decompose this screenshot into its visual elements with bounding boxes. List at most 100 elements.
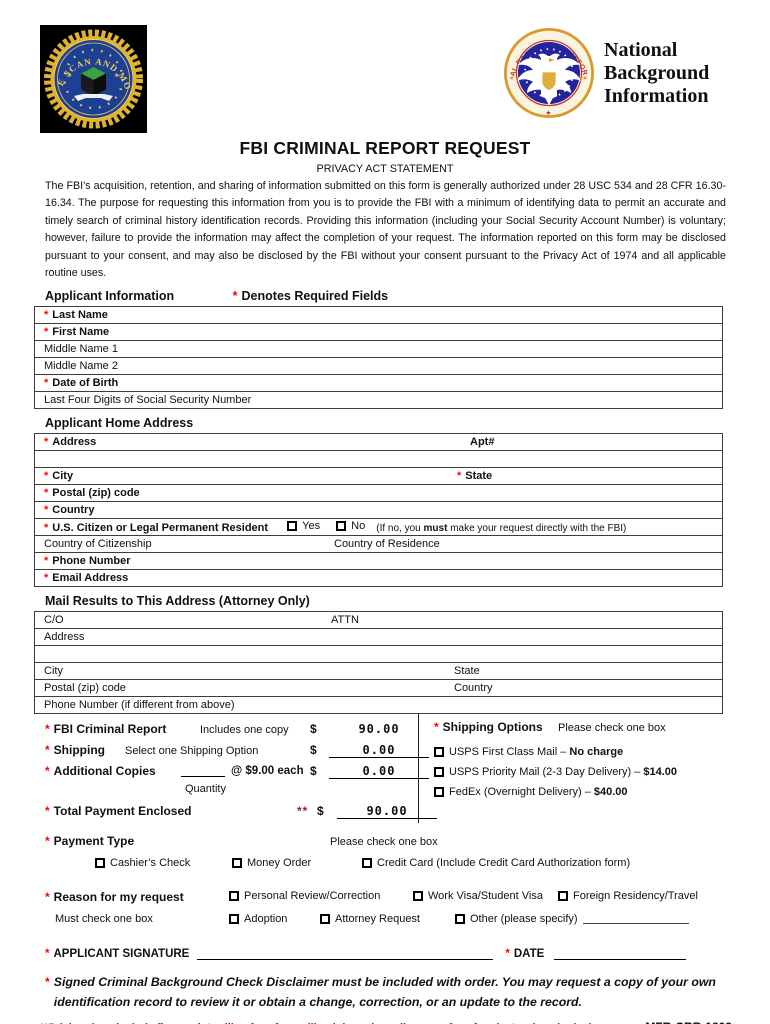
fee-note: Select one Shipping Option [125,745,259,758]
checkbox-label-no: No [351,520,366,533]
checkbox-fedex[interactable] [434,787,444,798]
required-asterisk: * [232,289,238,304]
payment-type-heading: * Payment Type Please check one box [45,834,770,854]
field-mail-city[interactable]: City State [34,662,723,681]
nbi-seal-icon: NATIONAL BACKGROUND INFORMATION ★ ★ ★ [503,27,594,118]
required-asterisk: * [505,948,510,961]
section-title: Mail Results to This Address (Attorney O… [45,594,310,609]
field-address-line-2[interactable] [34,450,723,469]
checkbox-citizen-no[interactable] [336,521,347,532]
checkbox-usps-first-class[interactable] [434,747,444,758]
star-icon: ★ [114,72,119,79]
form-code: MFR-CRR-1809 [645,1020,732,1024]
field-label: First Name [52,326,110,339]
payment-type-options: Cashier’s Check Money Order Credit Card … [45,854,770,877]
option-label: Work Visa/Student Visa [428,890,543,903]
currency-sign: $ [310,764,317,779]
checkbox-work-visa[interactable] [413,891,423,902]
signature-line-field[interactable] [197,947,494,961]
checkbox-credit-card[interactable] [362,858,372,869]
field-country-of-citizenship[interactable]: Country of Citizenship Country of Reside… [34,535,723,554]
field-label: City [52,470,74,483]
reason-row-1: * Reason for my request Personal Review/C… [45,887,770,910]
fee-amount-field[interactable]: 90.00 [337,804,437,820]
section-title: Applicant Information [45,289,175,304]
checkbox-attorney-request[interactable] [320,914,330,925]
payment-type-block: * Payment Type Please check one box Cashi… [45,834,770,877]
field-mail-address-2[interactable] [34,645,723,664]
field-ssn-last-four[interactable]: Last Four Digits of Social Security Numb… [34,391,723,410]
option-price: $40.00 [593,786,628,799]
other-specify-field[interactable] [582,914,689,925]
field-country[interactable]: * Country [34,501,723,520]
field-label: City [44,665,63,678]
checkbox-personal-review[interactable] [229,891,239,902]
field-label: Country of Citizenship [44,538,152,551]
field-mail-phone[interactable]: Phone Number (if different from above) [34,696,723,715]
checkbox-citizen-yes[interactable] [287,521,298,532]
required-asterisk: * [457,470,462,483]
field-middle-name-1[interactable]: Middle Name 1 [34,340,723,359]
required-asterisk: * [44,326,49,339]
star-icon: ★ [582,74,588,82]
field-city[interactable]: * City * State [34,467,723,486]
required-asterisk: * [434,720,439,735]
field-label: Date of Birth [52,377,119,390]
disclaimer: * Signed Criminal Background Check Discl… [45,973,725,1012]
option-label: Other (please specify) [470,913,578,926]
field-postal-code[interactable]: * Postal (zip) code [34,484,723,503]
field-middle-name-2[interactable]: Middle Name 2 [34,357,723,376]
option-label: USPS First Class Mail – [449,746,570,759]
shipping-option-first-class: USPS First Class Mail – No charge [434,742,723,762]
field-label: C/O [44,614,64,627]
shipping-options-heading: * Shipping Options Please check one box [434,720,723,742]
required-asterisk: * [44,555,49,568]
field-label: Address [52,436,97,449]
quantity-blank-field[interactable] [181,766,225,778]
date-label: DATE [513,948,545,961]
fee-amount-field[interactable]: 0.00 [329,764,429,780]
field-address[interactable]: * Address Apt# [34,433,723,452]
date-line-field[interactable] [554,947,687,961]
field-label-country: Country [454,682,493,695]
fee-label: Total Payment Enclosed [53,804,192,819]
option-label: Credit Card (Include Credit Card Authori… [377,857,631,870]
required-asterisk: * [44,572,49,585]
checkbox-usps-priority[interactable] [434,767,444,778]
field-label: Postal (zip) code [52,487,140,500]
field-mail-address[interactable]: Address [34,628,723,647]
field-first-name[interactable]: * First Name [34,323,723,342]
star-icon: ★ [509,74,515,82]
required-asterisk: * [45,764,50,779]
checkbox-other[interactable] [455,914,465,925]
option-label: Adoption [244,913,288,926]
signature-row: * APPLICANT SIGNATURE * DATE [45,947,770,961]
fbi-seal-logo: LIVE SCAN AND MORE ★ ★ [36,17,147,133]
fee-amount-field[interactable]: 0.00 [329,743,429,759]
checkbox-foreign-residency[interactable] [558,891,568,902]
option-label: Personal Review/Correction [244,890,381,903]
field-last-name[interactable]: * Last Name [34,306,723,325]
required-asterisk: * [45,948,50,961]
shield-icon [541,71,557,91]
scanner-cube-left [81,73,94,96]
currency-sign: $ [310,743,317,758]
home-address-heading: Applicant Home Address [45,416,770,430]
required-asterisk: * [44,436,49,449]
currency-sign: $ [317,804,324,819]
required-asterisk: * [44,487,49,500]
checkbox-adoption[interactable] [229,914,239,925]
section-title: Applicant Home Address [45,416,194,431]
field-mail-postal[interactable]: Postal (zip) code Country [34,679,723,698]
fee-row-total: * Total Payment Enclosed ** $ 90.00 [45,802,437,823]
checkbox-cashiers-check[interactable] [95,858,105,869]
page-title: FBI CRIMINAL REPORT REQUEST [239,138,531,158]
field-date-of-birth[interactable]: * Date of Birth [34,374,723,393]
field-co[interactable]: C/O ATTN [34,611,723,630]
scanner-cube-right [93,73,106,96]
field-email[interactable]: * Email Address [34,569,723,588]
star-icon: ★ [67,72,72,79]
checkbox-money-order[interactable] [232,858,242,869]
field-phone[interactable]: * Phone Number [34,552,723,571]
